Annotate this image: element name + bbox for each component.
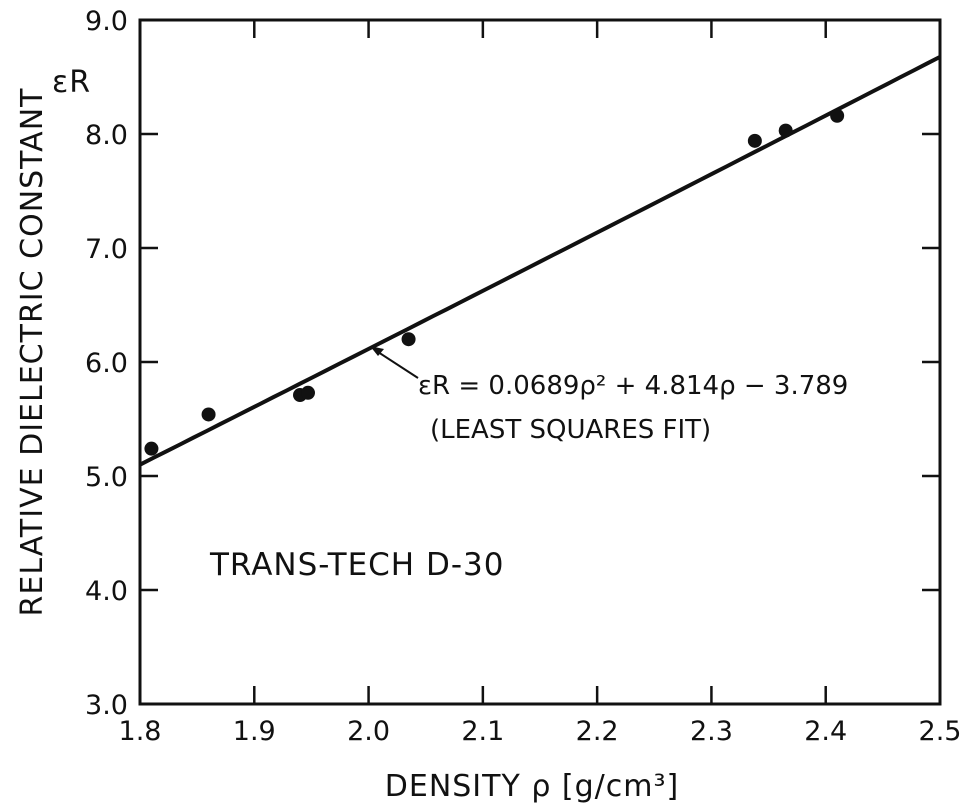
data-point (301, 385, 315, 400)
fit-callout-line (377, 351, 419, 379)
y-tick-label: 4.0 (85, 576, 128, 607)
fit-equation: εR = 0.0689ρ² + 4.814ρ − 3.789 (418, 371, 848, 401)
data-point (778, 123, 793, 138)
data-point (747, 133, 762, 148)
data-point (401, 332, 416, 347)
x-axis-title: DENSITY ρ [g/cm³] (385, 769, 679, 804)
x-tick-label: 2.3 (690, 716, 733, 747)
sample-label: TRANS-TECH D-30 (209, 547, 504, 583)
x-tick-label: 2.4 (804, 716, 847, 747)
y-tick-label: 8.0 (85, 120, 128, 151)
fit-line (139, 55, 941, 467)
plot-frame-rect (138, 18, 942, 706)
x-tick-label: 1.8 (119, 716, 162, 747)
plot-frame (138, 18, 942, 706)
y-axis: 3.0 4.0 5.0 6.0 7.0 8.0 9.0 (85, 6, 940, 721)
y-axis-symbol: εR (52, 65, 91, 100)
y-tick-label: 5.0 (85, 462, 128, 493)
x-tick-label: 2.2 (576, 716, 619, 747)
fit-note: (LEAST SQUARES FIT) (430, 415, 711, 445)
fit-callout-arrowhead (370, 346, 384, 356)
x-axis: 1.8 1.9 2.0 2.1 2.2 2.3 2.4 2.5 (119, 20, 962, 747)
y-tick-label: 6.0 (85, 348, 128, 379)
y-tick-label: 3.0 (85, 690, 128, 721)
fit-curve-group (139, 55, 941, 467)
y-axis-title: RELATIVE DIELECTRIC CONSTANT (15, 88, 50, 617)
x-tick-label: 1.9 (233, 716, 276, 747)
y-tick-label: 7.0 (85, 234, 128, 265)
data-point (201, 407, 216, 422)
data-point (830, 108, 845, 123)
data-point (144, 441, 159, 456)
x-tick-label: 2.0 (347, 716, 390, 747)
x-tick-label: 2.1 (461, 716, 504, 747)
x-tick-label: 2.5 (919, 716, 962, 747)
data-points (144, 108, 845, 456)
y-tick-label: 9.0 (85, 6, 128, 37)
